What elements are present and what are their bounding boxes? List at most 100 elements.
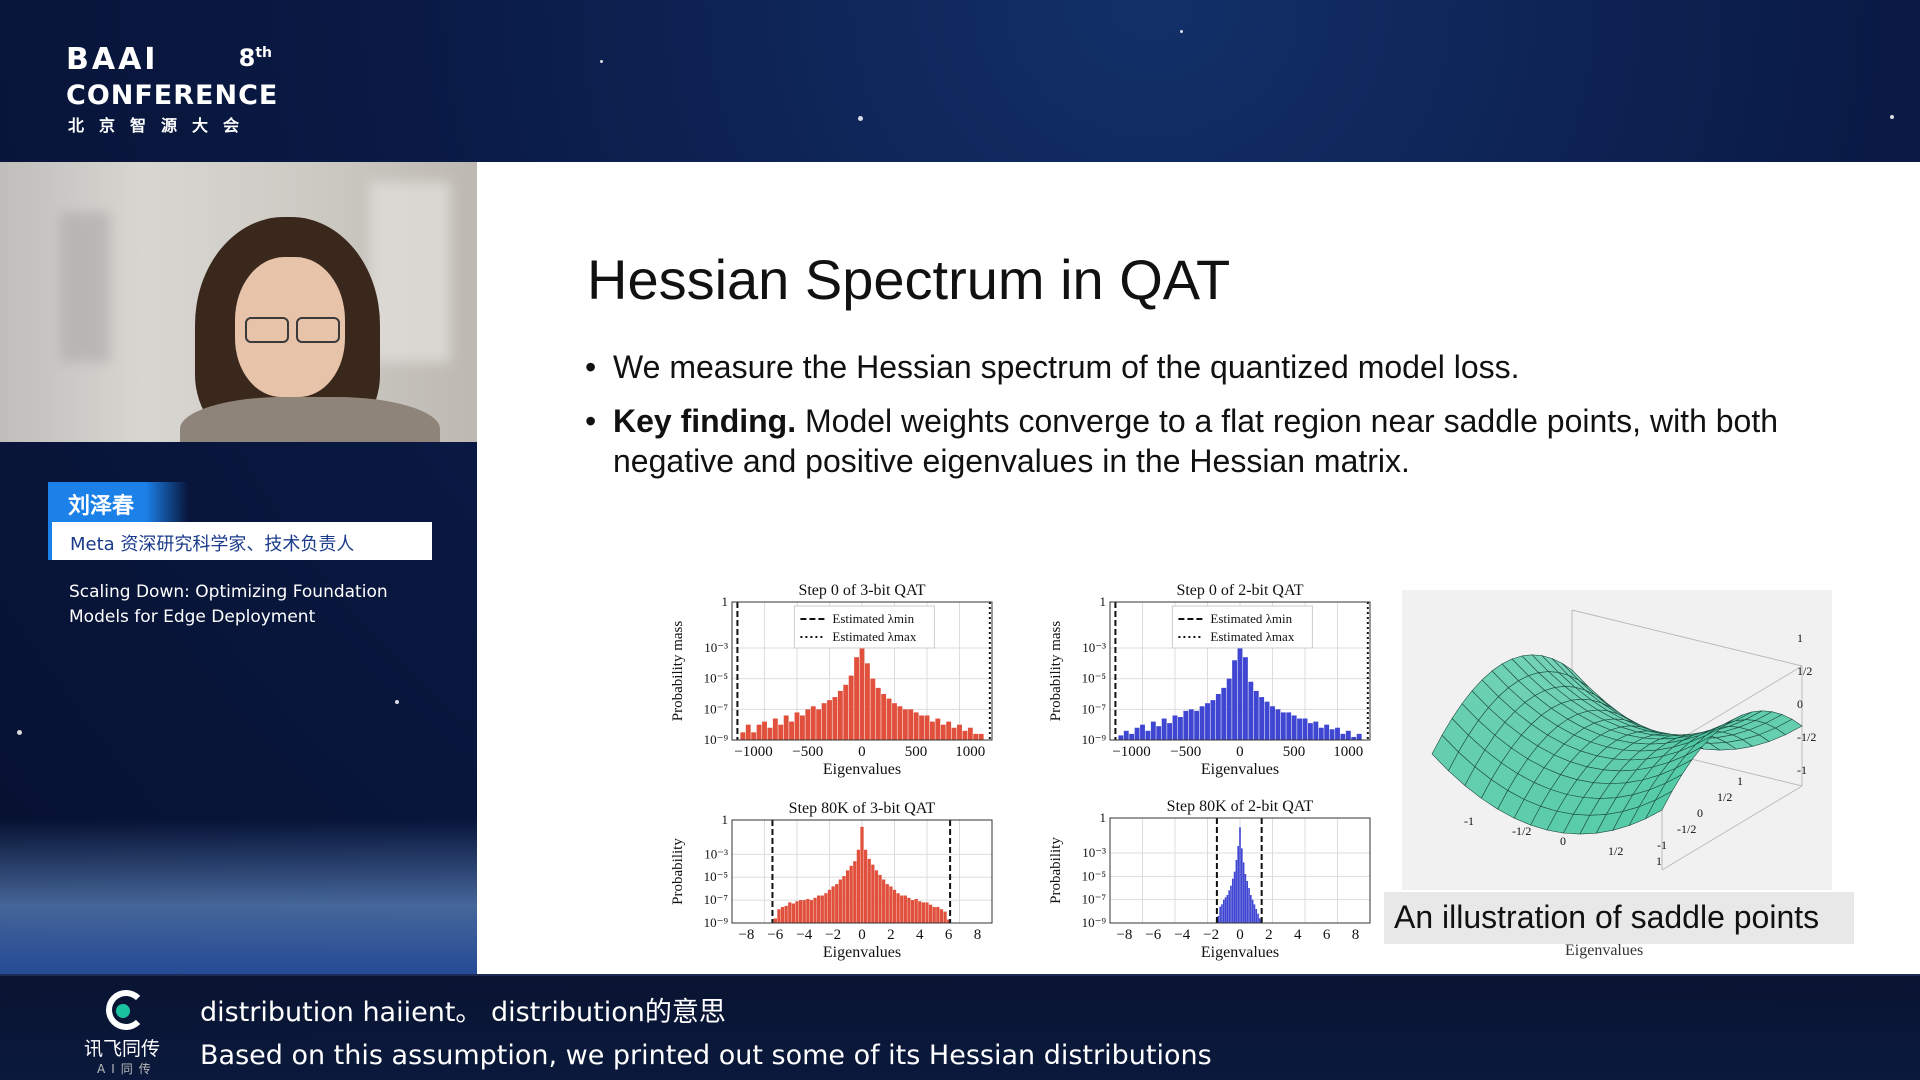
x-tick-label: 4: [1294, 927, 1302, 943]
histogram-bar: [1291, 715, 1297, 740]
histogram-bar: [1275, 709, 1281, 740]
histogram-bar: [845, 870, 850, 923]
y-tick-label: 1: [1737, 774, 1743, 788]
x-tick-label: −500: [1170, 744, 1201, 760]
x-tick-label: 6: [945, 927, 953, 943]
x-tick-label: -1: [1464, 814, 1474, 828]
histogram-bar: [1345, 730, 1351, 740]
histogram-bar: [1248, 681, 1254, 740]
plot-frame: [1109, 601, 1371, 741]
legend-entry: Estimated λmin: [832, 611, 914, 626]
y-tick-label: 10⁻⁷: [704, 701, 728, 716]
ifly-logo-dot: [116, 1004, 130, 1018]
x-tick-label: −1000: [734, 744, 772, 760]
histogram-bar: [900, 895, 904, 923]
histogram-bar: [935, 718, 941, 740]
y-axis-label: Probability mass: [670, 621, 686, 722]
bullet-item: We measure the Hessian spectrum of the q…: [585, 347, 1905, 387]
histogram-bar: [896, 893, 900, 923]
histogram-bar: [882, 879, 886, 923]
y-tick-label: 1: [722, 594, 729, 609]
histogram-bar: [751, 732, 757, 740]
histogram-bar: [1205, 703, 1210, 740]
histogram-bar: [1253, 904, 1256, 923]
histogram-bar: [860, 826, 864, 923]
histogram-bar: [1253, 690, 1259, 740]
histogram-bar: [859, 625, 865, 740]
histogram-bar: [1150, 721, 1156, 740]
histogram-bar: [1235, 860, 1238, 923]
histogram-bar: [1167, 723, 1173, 740]
histogram-bar: [783, 715, 789, 740]
y-tick-label: 10⁻⁹: [1082, 732, 1107, 747]
histogram-bar: [805, 709, 811, 740]
x-tick-label: 1000: [1333, 744, 1363, 760]
histogram-bar: [1123, 730, 1129, 740]
y-tick-label: 1: [722, 812, 729, 827]
x-tick-label: 1/2: [1608, 844, 1623, 858]
histogram-bar: [821, 703, 827, 740]
x-axis-label: Eigenvalues: [823, 944, 901, 961]
x-axis-label: Eigenvalues: [1201, 944, 1279, 961]
x-tick-label: −6: [1145, 927, 1161, 943]
speaker-title: Meta 资深研究科学家、技术负责人: [70, 534, 355, 555]
histogram-bar: [1264, 701, 1270, 740]
histogram-bar: [842, 876, 846, 923]
x-tick-label: 0: [1236, 744, 1244, 760]
chart-title: Step 0 of 3-bit QAT: [798, 582, 925, 599]
logo-edition: 8th: [238, 44, 272, 72]
z-tick-label: -1: [1797, 763, 1807, 777]
legend-entry: Estimated λmax: [832, 629, 916, 644]
histogram-bar: [1172, 715, 1178, 740]
histogram-bar: [1246, 881, 1249, 923]
histogram-bar: [1118, 735, 1124, 740]
histogram-bar: [854, 657, 860, 740]
subtitle-line-2: Based on this assumption, we printed out…: [200, 1040, 1212, 1071]
histogram-bar: [740, 732, 746, 740]
y-tick-label: -1/2: [1677, 822, 1696, 836]
histogram-bar: [947, 919, 951, 923]
histogram-bar: [843, 684, 849, 740]
histogram-bar: [848, 675, 854, 740]
histogram-bar: [1248, 888, 1250, 923]
histogram-bar: [892, 889, 897, 923]
histogram-bar: [1215, 694, 1221, 740]
speaker-name: 刘泽春: [68, 494, 135, 519]
plot-frame: [731, 601, 993, 741]
histogram-step80k-3bit: Step 80K of 3-bit QAT 1 10⁻³ 10⁻⁵ 10⁻⁷ 10⁻⁹ −8…: [662, 800, 1002, 965]
histogram-bar: [1161, 718, 1167, 740]
histogram-bar: [1230, 885, 1232, 923]
histogram-bar: [919, 715, 925, 740]
histogram-bar: [835, 884, 839, 923]
histogram-bar: [806, 898, 810, 923]
histogram-bar: [962, 730, 968, 740]
histogram-bar: [767, 727, 773, 740]
x-tick-label: 500: [1283, 744, 1306, 760]
saddle-caption: An illustration of saddle points: [1394, 899, 1820, 935]
x-tick-label: −2: [1203, 927, 1219, 943]
axis-box-line: [1571, 609, 1803, 667]
x-tick-label: −8: [738, 927, 754, 943]
histogram-bar: [1356, 733, 1362, 740]
histogram-bar: [910, 900, 915, 923]
y-tick-label: 10⁻⁹: [704, 915, 729, 930]
caption-background: [1384, 892, 1854, 944]
logo-brand: BAAI: [66, 42, 159, 77]
speaker-body: [180, 397, 440, 442]
x-tick-label: 8: [1352, 927, 1360, 943]
histogram-bar: [1250, 895, 1252, 923]
mountain-backdrop: [0, 820, 477, 975]
histogram-bar: [802, 900, 806, 923]
histogram-bar: [928, 904, 933, 923]
histogram-bar: [929, 721, 935, 740]
histogram-bar: [978, 733, 984, 740]
glasses-right: [296, 317, 340, 343]
histogram-bar: [809, 900, 814, 923]
histogram-bar: [817, 895, 821, 923]
legend-box: [793, 605, 935, 649]
y-tick-label: -1: [1657, 838, 1667, 852]
histogram-bar: [946, 721, 952, 740]
histogram-bar: [925, 902, 929, 923]
presentation-slide: Hessian Spectrum in QAT We measure the H…: [477, 162, 1920, 974]
histogram-bar: [863, 849, 868, 923]
